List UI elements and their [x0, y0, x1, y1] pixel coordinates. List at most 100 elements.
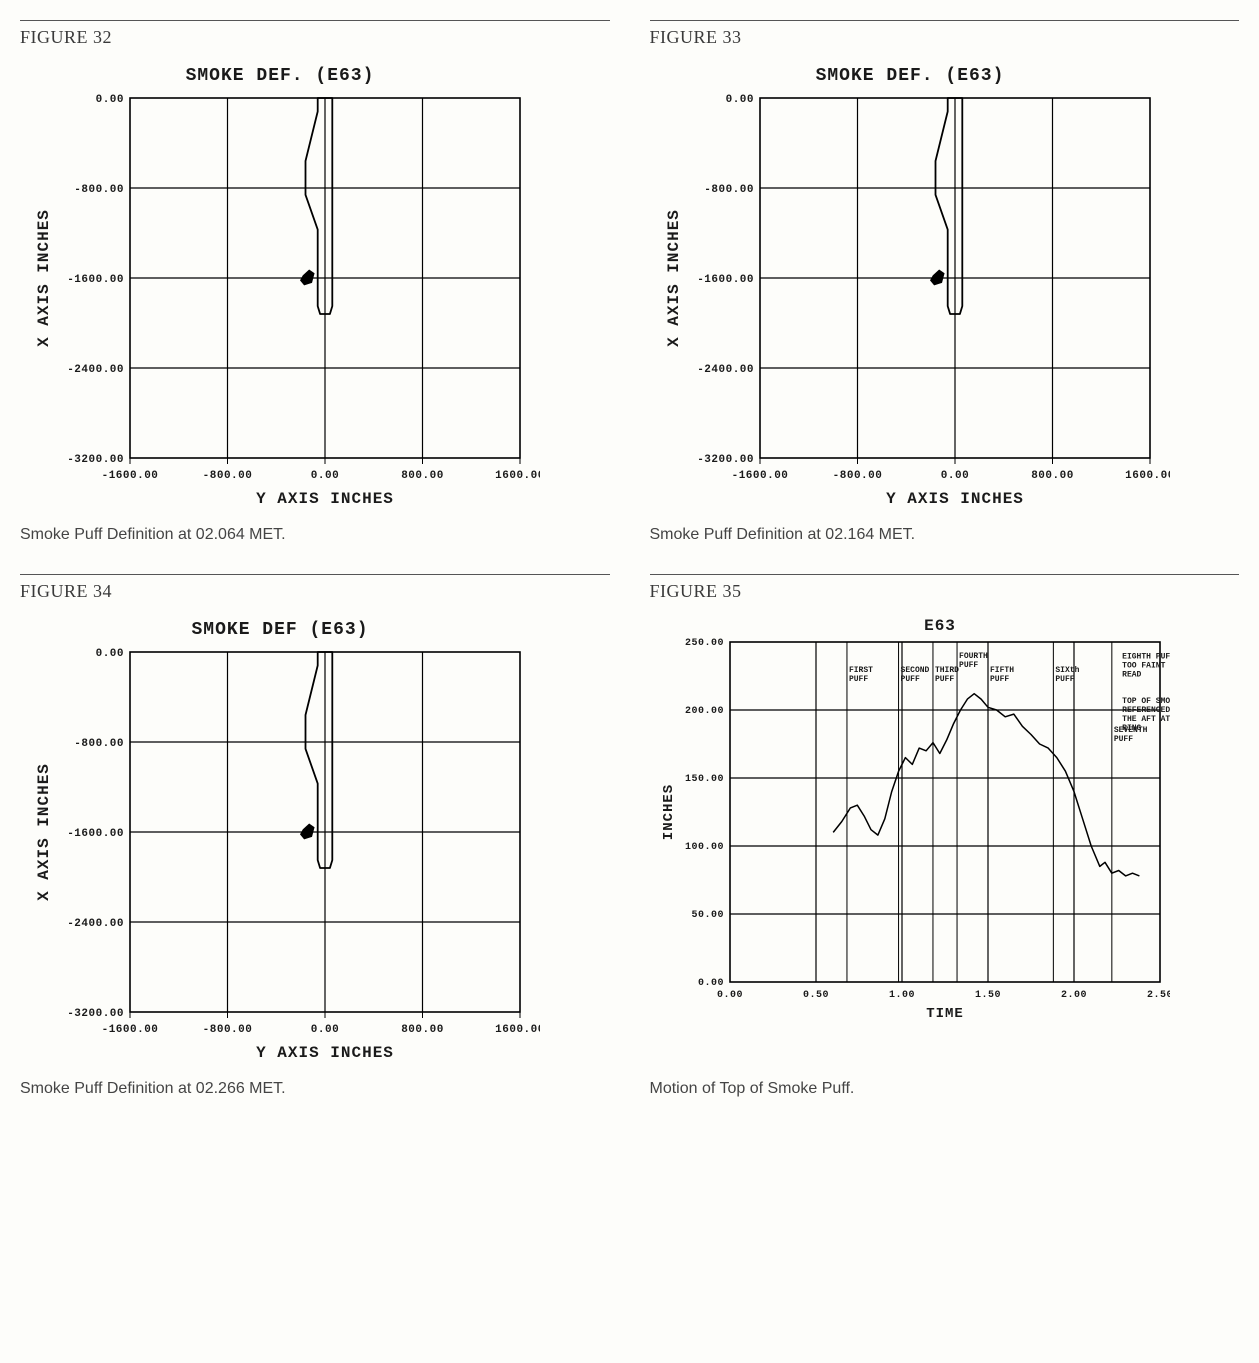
y-axis-label: X AXIS INCHES	[35, 763, 53, 901]
xtick: 1600.00	[495, 1024, 540, 1036]
ytick: -800.00	[704, 184, 754, 196]
ytick: 200.00	[684, 706, 723, 717]
figure-number: FIGURE 32	[20, 27, 610, 48]
event-label: PUFF	[959, 661, 978, 670]
ytick: -1600.00	[67, 274, 124, 286]
ytick: 50.00	[691, 910, 724, 921]
xtick: -1600.00	[102, 470, 159, 482]
xtick: 1600.00	[495, 470, 540, 482]
xtick: -1600.00	[102, 1024, 159, 1036]
figure-number: FIGURE 33	[650, 27, 1240, 48]
xtick: 2.00	[1060, 990, 1086, 1001]
event-label: PUFF	[848, 675, 867, 684]
rule	[20, 574, 610, 575]
y-axis-label: INCHES	[661, 784, 677, 840]
plot-area: -1600.00 -800.00 0.00 800.00 1600.00 0.0…	[665, 94, 1170, 508]
timeseries-line	[833, 694, 1139, 876]
ytick: 0.00	[96, 94, 124, 106]
smoke-puff-shape	[930, 270, 943, 285]
figure-caption: Smoke Puff Definition at 02.266 MET.	[20, 1080, 610, 1098]
figure-32: FIGURE 32 SMOKE DEF. (E63)	[20, 20, 610, 544]
xtick: 0.50	[802, 990, 828, 1001]
ytick: 100.00	[684, 842, 723, 853]
ytick: -1600.00	[67, 828, 124, 840]
figure-caption: Motion of Top of Smoke Puff.	[650, 1080, 1240, 1098]
ytick: -3200.00	[67, 1008, 124, 1020]
event-label: SIXth	[1055, 666, 1079, 675]
xtick: -800.00	[203, 470, 253, 482]
ytick: 0.00	[725, 94, 753, 106]
rule	[20, 20, 610, 21]
plot-area: -1600.00 -800.00 0.00 800.00 1600.00 0.0…	[35, 648, 540, 1062]
event-label: PUFF	[990, 675, 1009, 684]
ytick: -2400.00	[67, 364, 124, 376]
event-label: FOURTH	[959, 652, 988, 661]
y-axis-label: X AXIS INCHES	[35, 209, 53, 347]
annotation-text: TOO FAINT TO	[1122, 661, 1170, 670]
ytick: 150.00	[684, 774, 723, 785]
x-axis-label: TIME	[926, 1006, 964, 1022]
event-markers: FIRSTPUFFSECONDPUFFTHIRDPUFFFOURTHPUFFFI…	[846, 642, 1147, 982]
xtick: 1.50	[974, 990, 1000, 1001]
xtick: 0.00	[311, 1024, 339, 1036]
event-label: PUFF	[1113, 735, 1132, 744]
ytick: 250.00	[684, 638, 723, 649]
ytick: -2400.00	[697, 364, 754, 376]
xtick: -800.00	[832, 470, 882, 482]
figure-caption: Smoke Puff Definition at 02.064 MET.	[20, 526, 610, 544]
xtick: 1600.00	[1125, 470, 1170, 482]
chart-smoke-def-3: SMOKE DEF (E63) -1600.00 -800.00	[20, 612, 540, 1072]
y-axis-label: X AXIS INCHES	[665, 209, 683, 347]
ytick: -3200.00	[67, 454, 124, 466]
figure-number: FIGURE 34	[20, 581, 610, 602]
x-axis-label: Y AXIS INCHES	[256, 490, 394, 508]
ytick: 0.00	[697, 978, 723, 989]
event-label: PUFF	[1055, 675, 1074, 684]
ytick: -800.00	[74, 184, 124, 196]
smoke-puff-shape	[301, 270, 314, 285]
event-label: THIRD	[934, 666, 958, 675]
event-label: PUFF	[934, 675, 953, 684]
annotation-text: TOP OF SMOKE	[1122, 697, 1170, 706]
x-axis-label: Y AXIS INCHES	[256, 1044, 394, 1062]
plot-area: -1600.00 -800.00 0.00 800.00 1600.00 0.0…	[35, 94, 540, 508]
rule	[650, 574, 1240, 575]
chart-title: SMOKE DEF. (E63)	[815, 66, 1004, 86]
chart-smoke-def-2: SMOKE DEF. (E63) -1600.00 -800.00	[650, 58, 1170, 518]
xtick: -800.00	[203, 1024, 253, 1036]
ytick: 0.00	[96, 648, 124, 660]
annotation-text: READ	[1122, 670, 1141, 679]
smoke-puff-shape	[301, 824, 314, 839]
chart-title: SMOKE DEF. (E63)	[186, 66, 375, 86]
ytick: -1600.00	[697, 274, 754, 286]
ytick: -3200.00	[697, 454, 754, 466]
event-label: FIRST	[848, 666, 872, 675]
xtick: 800.00	[401, 470, 444, 482]
xtick: 1.00	[888, 990, 914, 1001]
chart-title: E63	[924, 617, 956, 635]
event-label: FIFTH	[990, 666, 1014, 675]
figure-caption: Smoke Puff Definition at 02.164 MET.	[650, 526, 1240, 544]
figure-34: FIGURE 34 SMOKE DEF (E63)	[20, 574, 610, 1098]
rule	[650, 20, 1240, 21]
annotations: EIGHTH PUFFTOO FAINT TOREADTOP OF SMOKER…	[1122, 652, 1170, 733]
annotation-text: EIGHTH PUFF	[1122, 652, 1170, 661]
chart-smoke-def-1: SMOKE DEF. (E63)	[20, 58, 540, 518]
annotation-text: RING	[1122, 724, 1141, 733]
ytick: -800.00	[74, 738, 124, 750]
event-label: PUFF	[900, 675, 919, 684]
x-axis-label: Y AXIS INCHES	[886, 490, 1024, 508]
ytick: -2400.00	[67, 918, 124, 930]
xtick: -1600.00	[731, 470, 788, 482]
xtick: 800.00	[401, 1024, 444, 1036]
annotation-text: THE AFT ATTACH	[1122, 715, 1170, 724]
xtick: 0.00	[716, 990, 742, 1001]
xtick: 0.00	[940, 470, 968, 482]
xtick: 2.50	[1146, 990, 1169, 1001]
event-label: SECOND	[900, 666, 929, 675]
annotation-text: REFERENCED TO	[1122, 706, 1170, 715]
plot-area: 0.00 0.50 1.00 1.50 2.00 2.50 0.00 50.00…	[661, 638, 1170, 1022]
xtick: 800.00	[1031, 470, 1074, 482]
figure-33: FIGURE 33 SMOKE DEF. (E63)	[650, 20, 1240, 544]
chart-timeseries: E63 0.00 0.50 1.00	[650, 612, 1170, 1072]
